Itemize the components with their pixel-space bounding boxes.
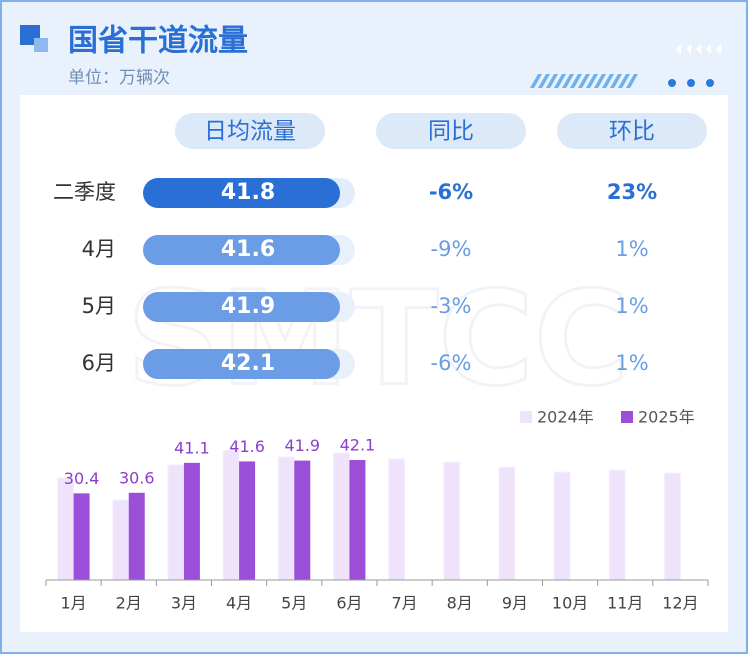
bar [128, 492, 145, 580]
change: 1% [615, 351, 648, 375]
value-bar [143, 292, 340, 322]
x-tick-label: 6月 [336, 594, 362, 613]
bar [608, 469, 626, 581]
row-label: 二季度 [53, 180, 116, 204]
bar [112, 499, 130, 581]
column-header: 日均流量 [204, 119, 296, 145]
column-header-pill [376, 113, 526, 149]
data-label: 30.4 [64, 469, 100, 488]
title: 国省干道流量 [68, 24, 248, 59]
bar [222, 449, 240, 581]
x-tick-label: 7月 [391, 594, 417, 613]
bar [73, 493, 90, 580]
bar [239, 461, 256, 580]
legend-swatch [621, 411, 633, 423]
bar [277, 456, 295, 581]
column-header-pill [175, 113, 325, 149]
bar [349, 460, 366, 580]
change: -9% [431, 237, 472, 261]
row-label: 4月 [82, 237, 116, 261]
column-header: 同比 [428, 119, 474, 145]
x-tick-label: 4月 [226, 594, 252, 613]
value-bar [143, 235, 340, 265]
dots [668, 79, 714, 87]
row-label: 6月 [82, 351, 116, 375]
bar [332, 452, 350, 581]
arrows [676, 44, 721, 54]
column-header-pill [557, 113, 707, 149]
value: 41.8 [221, 180, 275, 205]
x-tick-label: 2月 [116, 594, 142, 613]
bar [663, 472, 681, 581]
bar [443, 461, 461, 581]
change: 23% [607, 180, 657, 204]
data-label: 42.1 [340, 436, 376, 455]
value: 42.1 [221, 351, 275, 376]
bar [498, 466, 516, 581]
bar [57, 477, 75, 581]
x-tick-label: 10月 [552, 594, 588, 613]
row-label: 5月 [82, 294, 116, 318]
title-icon [34, 38, 48, 52]
x-tick-label: 11月 [607, 594, 643, 613]
change: -6% [431, 351, 472, 375]
bar [553, 471, 571, 581]
subtitle: 单位：万辆次 [68, 68, 170, 88]
x-tick-label: 9月 [502, 594, 528, 613]
change: 1% [615, 294, 648, 318]
watermark: SMTCC [127, 263, 629, 415]
data-label: 41.1 [174, 438, 210, 457]
value: 41.9 [221, 294, 275, 319]
bar [388, 458, 406, 581]
x-tick-label: 1月 [60, 594, 86, 613]
data-label: 41.9 [284, 436, 320, 455]
legend-swatch [520, 411, 532, 423]
x-tick-label: 12月 [662, 594, 698, 613]
stripes [530, 74, 638, 88]
data-label: 30.6 [119, 468, 155, 487]
x-tick-label: 8月 [447, 594, 473, 613]
column-header: 环比 [609, 119, 655, 145]
legend-label: 2025年 [638, 408, 695, 427]
legend-label: 2024年 [537, 408, 594, 427]
value-bar [143, 349, 340, 379]
bar [294, 460, 311, 580]
bar [167, 464, 185, 581]
value: 41.6 [221, 237, 275, 262]
value-bar [143, 178, 340, 208]
data-label: 41.6 [229, 437, 265, 456]
bar [183, 462, 200, 580]
x-tick-label: 3月 [171, 594, 197, 613]
change: -3% [431, 294, 472, 318]
change: -6% [429, 180, 473, 204]
x-tick-label: 5月 [281, 594, 307, 613]
change: 1% [615, 237, 648, 261]
